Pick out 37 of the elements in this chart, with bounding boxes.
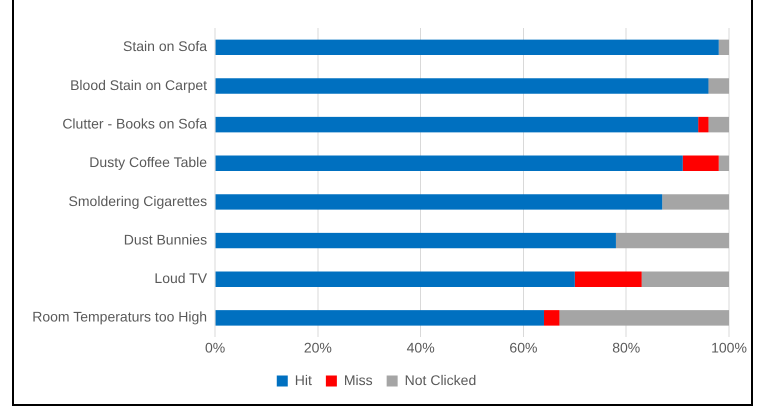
x-tick-label: 20% bbox=[304, 339, 332, 356]
bar bbox=[574, 271, 642, 287]
y-tick-label: Dusty Coffee Table bbox=[89, 154, 208, 170]
bar bbox=[662, 194, 729, 210]
x-tick-label: 60% bbox=[509, 339, 538, 356]
y-tick-label: Stain on Sofa bbox=[123, 38, 208, 54]
bar bbox=[718, 40, 729, 56]
y-tick-label: Clutter - Books on Sofa bbox=[62, 115, 208, 132]
bar bbox=[682, 156, 719, 172]
bar bbox=[216, 310, 544, 326]
y-tick-label: Blood Stain on Carpet bbox=[70, 76, 208, 93]
x-tick-label: 40% bbox=[406, 339, 435, 356]
legend-label: Hit bbox=[294, 372, 312, 388]
bar bbox=[616, 232, 729, 248]
y-tick-label: Room Temperaturs too High bbox=[32, 308, 208, 325]
bar bbox=[216, 78, 708, 94]
y-tick-label: Loud TV bbox=[154, 270, 208, 286]
x-tick-label: 100% bbox=[711, 339, 747, 356]
bar bbox=[216, 116, 698, 132]
y-tick-label: Dust Bunnies bbox=[124, 231, 208, 248]
bar bbox=[216, 194, 662, 210]
bar bbox=[642, 271, 729, 287]
x-tick-label: 0% bbox=[204, 339, 226, 356]
bar bbox=[216, 271, 575, 287]
bar bbox=[698, 116, 708, 132]
bar bbox=[559, 310, 729, 326]
bar bbox=[708, 116, 729, 132]
bar bbox=[216, 40, 719, 56]
legend-label: Not Clicked bbox=[404, 372, 476, 388]
legend-label: Miss bbox=[344, 372, 373, 388]
bar bbox=[544, 310, 560, 326]
x-tick-label: 80% bbox=[612, 339, 640, 356]
bar bbox=[718, 156, 729, 172]
bar bbox=[216, 232, 616, 248]
bar bbox=[708, 78, 729, 94]
y-tick-label: Smoldering Cigarettes bbox=[68, 192, 208, 209]
bar bbox=[216, 156, 683, 172]
